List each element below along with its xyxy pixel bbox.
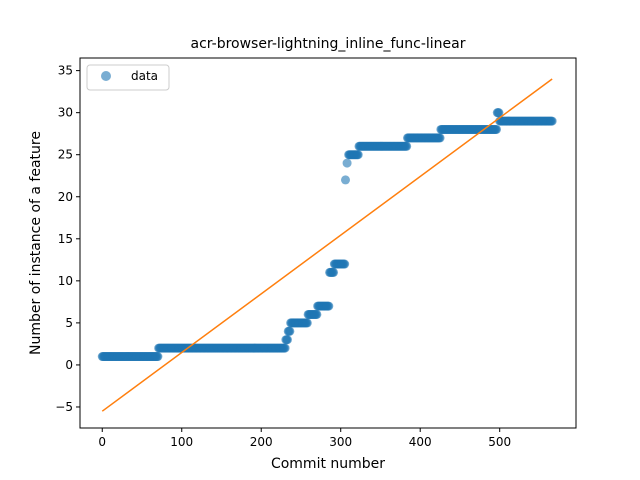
data-point [302,318,312,328]
data-point [285,326,295,336]
data-point [340,175,350,185]
y-tick-label: 0 [65,358,73,372]
data-point [282,335,292,345]
data-point [402,141,412,151]
fit-line [101,78,553,412]
data-point [494,108,504,118]
plot-area [97,78,557,412]
data-point [492,124,502,134]
data-point [340,259,350,269]
y-tick-label: 5 [65,316,73,330]
x-axis: 0 100 200 300 400 500 [98,428,511,449]
plot-frame [79,57,577,429]
y-tick-label: 10 [58,274,73,288]
legend-marker-data [101,71,111,81]
y-tick-label: 25 [58,148,73,162]
data-point [329,267,339,277]
y-tick-label: 30 [58,106,73,120]
y-tick-label: 15 [58,232,73,246]
data-point [353,150,363,160]
y-axis: −5 0 5 10 15 20 25 30 35 [55,64,80,414]
data-point [312,309,322,319]
x-tick-label: 300 [329,435,352,449]
x-tick-label: 400 [409,435,432,449]
legend-label-data: data [131,69,158,83]
data-point [280,343,290,353]
y-axis-label: Number of instance of a feature [28,131,44,355]
data-point [342,158,352,168]
chart-title: acr-browser-lightning_inline_func-linear [191,36,466,52]
x-axis-label: Commit number [271,456,385,472]
data-point [324,301,334,311]
x-tick-label: 0 [98,435,106,449]
legend: data [86,64,170,91]
data-point [153,352,163,362]
y-tick-label: 35 [58,64,73,78]
x-tick-label: 100 [170,435,193,449]
x-tick-label: 200 [250,435,273,449]
y-tick-label: 20 [58,190,73,204]
y-tick-label: −5 [55,400,73,414]
data-point [547,116,557,126]
data-point [435,133,445,143]
x-tick-label: 500 [488,435,511,449]
